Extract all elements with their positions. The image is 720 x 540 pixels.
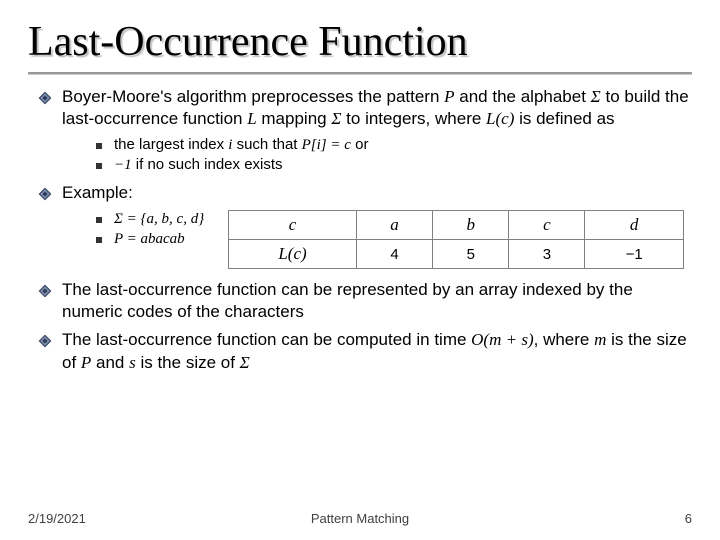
- table-val-a: 4: [356, 240, 432, 269]
- table-col-b: b: [433, 211, 509, 240]
- square-icon: [96, 237, 102, 243]
- bullet-2: Example:: [38, 182, 692, 204]
- table-val-c: 3: [509, 240, 585, 269]
- footer-title: Pattern Matching: [311, 511, 409, 526]
- example-sigma: Σ = {a, b, c, d}: [96, 210, 204, 228]
- bullet-2-text: Example:: [62, 182, 133, 204]
- square-icon: [96, 143, 102, 149]
- sub-list-1: the largest index i such that P[i] = c o…: [38, 136, 692, 174]
- table-col-a: a: [356, 211, 432, 240]
- bullet-3-text: The last-occurrence function can be repr…: [62, 279, 692, 323]
- table-val-d: −1: [585, 240, 684, 269]
- table-col-d: d: [585, 211, 684, 240]
- last-occurrence-table: c a b c d L(c) 4 5 3 −1: [228, 210, 684, 269]
- bullet-4: The last-occurrence function can be comp…: [38, 329, 692, 373]
- table-col-c: c: [509, 211, 585, 240]
- bullet-3: The last-occurrence function can be repr…: [38, 279, 692, 323]
- diamond-icon: [38, 334, 52, 348]
- sub-item-2: −1 if no such index exists: [96, 156, 692, 174]
- bullet-4-text: The last-occurrence function can be comp…: [62, 329, 692, 373]
- table-head-lc: L(c): [229, 240, 357, 269]
- bullet-1-text: Boyer-Moore's algorithm preprocesses the…: [62, 86, 692, 130]
- example-pattern: P = abacab: [96, 230, 204, 248]
- table-head-c: c: [229, 211, 357, 240]
- square-icon: [96, 217, 102, 223]
- sub-item-1: the largest index i such that P[i] = c o…: [96, 136, 692, 154]
- slide-footer: 2/19/2021 Pattern Matching 6: [28, 511, 692, 526]
- table-row: L(c) 4 5 3 −1: [229, 240, 684, 269]
- footer-page: 6: [685, 511, 692, 526]
- table-val-b: 5: [433, 240, 509, 269]
- diamond-icon: [38, 91, 52, 105]
- diamond-icon: [38, 284, 52, 298]
- diamond-icon: [38, 187, 52, 201]
- square-icon: [96, 163, 102, 169]
- slide-title: Last-Occurrence Function: [28, 18, 692, 66]
- bullet-1: Boyer-Moore's algorithm preprocesses the…: [38, 86, 692, 130]
- footer-date: 2/19/2021: [28, 511, 86, 526]
- table-row: c a b c d: [229, 211, 684, 240]
- title-rule: [28, 72, 692, 74]
